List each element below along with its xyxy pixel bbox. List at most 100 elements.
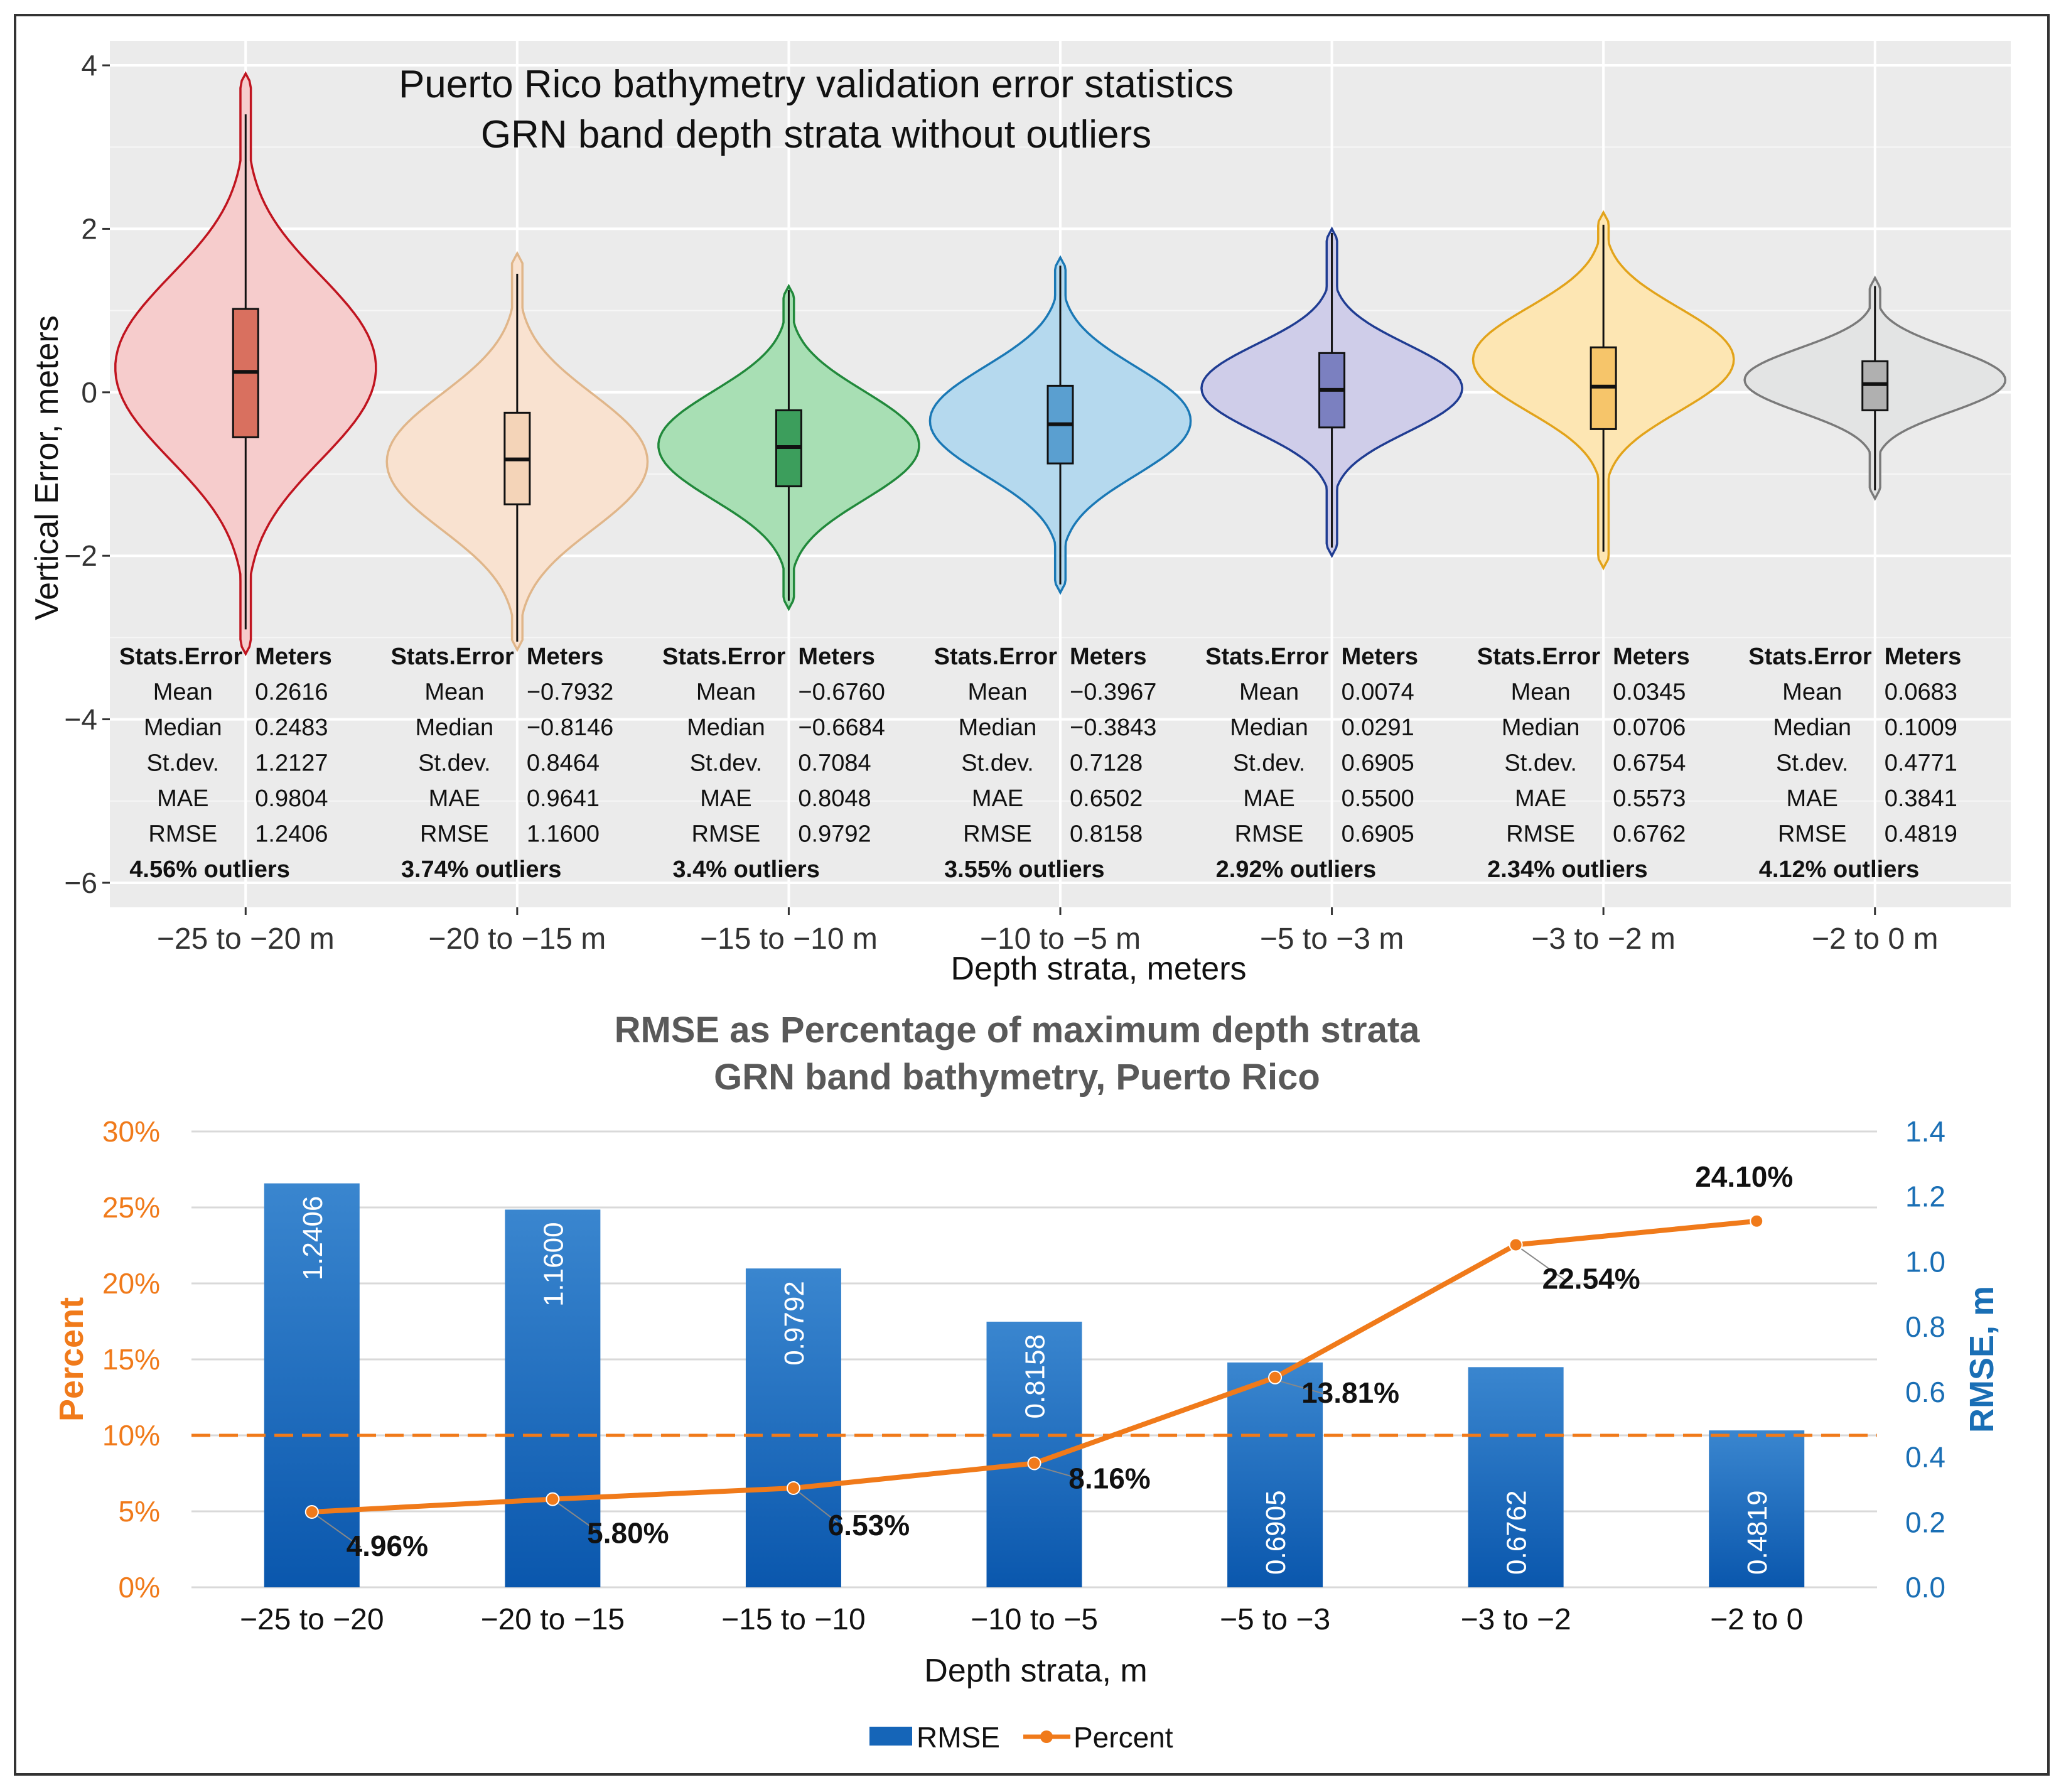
right-tick-label: 0.0 [1905, 1571, 1945, 1604]
stat-name: MAE [1515, 785, 1566, 812]
rmse-value-label: 1.1600 [538, 1222, 569, 1307]
outliers-label: 3.55% outliers [944, 856, 1105, 883]
stat-value: 0.6905 [1342, 750, 1414, 777]
rmse-value-label: 0.6762 [1502, 1490, 1532, 1575]
bar-x-tick-label: −3 to −2 [1461, 1603, 1571, 1636]
percent-point [1509, 1238, 1523, 1252]
stat-name: Median [144, 715, 222, 741]
stats-header-label: Meters [1342, 644, 1419, 670]
legend-label-rmse: RMSE [917, 1721, 1000, 1754]
stat-name: Mean [1239, 679, 1299, 706]
bar-title-line-1: RMSE as Percentage of maximum depth stra… [615, 1010, 1421, 1050]
y-axis-label: Vertical Error, meters [29, 315, 65, 620]
stats-table: Stats.Error Meters Mean 0.0345 Median 0.0706 S… [1477, 644, 1690, 883]
stat-name: St.dev. [690, 750, 762, 777]
stat-name: Mean [424, 679, 484, 706]
legend-marker-percent [1040, 1730, 1053, 1743]
stat-value: 0.8158 [1070, 821, 1143, 848]
violin-group [1200, 226, 1463, 558]
rmse-bar-group: 0.6762 [1468, 1367, 1564, 1587]
stat-value: 0.8048 [798, 785, 871, 812]
stats-header-label: Stats.Error [390, 644, 514, 670]
stat-value: 0.4819 [1885, 821, 1957, 848]
right-tick-label: 0.6 [1905, 1376, 1945, 1408]
stat-name: Mean [1782, 679, 1842, 706]
stat-value: 0.9804 [255, 785, 328, 812]
x-tick-label: −25 to −20 m [157, 922, 335, 956]
percent-value-label: 24.10% [1695, 1160, 1793, 1193]
legend: RMSE Percent [869, 1721, 1173, 1754]
x-tick-label: −10 to −5 m [980, 922, 1141, 956]
stats-header-label: Stats.Error [1205, 644, 1329, 670]
x-tick-label: −15 to −10 m [700, 922, 878, 956]
stat-name: MAE [1787, 785, 1838, 812]
stat-value: 0.6762 [1613, 821, 1686, 848]
right-tick-label: 0.2 [1905, 1506, 1945, 1538]
stat-value: 0.4771 [1885, 750, 1957, 777]
leader-line [1279, 1380, 1325, 1395]
bar-title-line-2: GRN band bathymetry, Puerto Rico [714, 1057, 1320, 1098]
rmse-value-label: 1.2406 [298, 1196, 328, 1281]
rmse-bar [264, 1183, 360, 1587]
violin-title-line-2: GRN band depth strata without outliers [481, 113, 1151, 156]
stat-name: Mean [967, 679, 1027, 706]
outliers-label: 2.34% outliers [1487, 856, 1648, 883]
stats-table: Stats.Error Meters Mean 0.0074 Median 0.0291 S… [1205, 644, 1418, 883]
stat-value: 0.7084 [798, 750, 871, 777]
stat-name: Median [1502, 715, 1580, 741]
stat-name: Mean [696, 679, 756, 706]
bar-x-tick-label: −15 to −10 [721, 1603, 866, 1636]
stat-value: 0.0074 [1342, 679, 1414, 706]
y-tick-label: −2 [65, 539, 97, 572]
stats-table: Stats.Error Meters Mean 0.0683 Median 0.1009 S… [1748, 644, 1961, 883]
y-tick-label: 0 [81, 376, 97, 409]
percent-point-group: 8.16% [1027, 1456, 1151, 1495]
stat-value: −0.8146 [527, 715, 613, 741]
stat-name: MAE [157, 785, 208, 812]
stat-value: −0.6760 [798, 679, 885, 706]
left-tick-label: 30% [102, 1115, 160, 1148]
stats-table: Stats.Error Meters Mean −0.3967 Median −0.384… [934, 644, 1157, 883]
x-tick-label: −5 to −3 m [1260, 922, 1404, 956]
stat-name: St.dev. [147, 750, 219, 777]
outliers-label: 4.12% outliers [1759, 856, 1920, 883]
legend-label-percent: Percent [1073, 1721, 1173, 1754]
stat-name: MAE [700, 785, 751, 812]
stat-value: −0.3967 [1070, 679, 1156, 706]
stat-value: 0.6502 [1070, 785, 1143, 812]
violin-group [928, 255, 1192, 595]
rmse-bar-group: 0.8158 [986, 1321, 1082, 1587]
percent-point-group: 13.81% [1268, 1370, 1399, 1409]
outliers-label: 4.56% outliers [129, 856, 290, 883]
right-tick-label: 1.0 [1905, 1245, 1945, 1278]
stat-name: Median [1773, 715, 1851, 741]
stat-value: −0.7932 [527, 679, 613, 706]
stat-name: Mean [1511, 679, 1571, 706]
percent-value-label: 6.53% [828, 1509, 910, 1541]
bar-x-axis-label: Depth strata, m [924, 1653, 1147, 1689]
stats-header-label: Stats.Error [662, 644, 786, 670]
percent-point [786, 1481, 800, 1495]
stat-name: St.dev. [418, 750, 490, 777]
percent-point-group: 24.10% [1695, 1160, 1793, 1228]
bar-x-tick-label: −2 to 0 [1710, 1603, 1803, 1636]
percent-point-group: 5.80% [546, 1492, 669, 1550]
stat-name: RMSE [1235, 821, 1304, 848]
rmse-value-label: 0.4819 [1742, 1490, 1773, 1575]
stat-name: MAE [429, 785, 480, 812]
stat-value: 0.9792 [798, 821, 871, 848]
violin-title-line-1: Puerto Rico bathymetry validation error … [399, 63, 1234, 106]
stat-value: −0.3843 [1070, 715, 1156, 741]
stats-header-label: Meters [1885, 644, 1962, 670]
percent-point [1027, 1456, 1041, 1471]
stat-name: RMSE [1778, 821, 1847, 848]
percent-point [1750, 1214, 1764, 1228]
bar-x-tick-label: −25 to −20 [240, 1603, 384, 1636]
left-tick-label: 25% [102, 1191, 160, 1224]
stat-value: 0.0291 [1342, 715, 1414, 741]
stat-value: 0.1009 [1885, 715, 1957, 741]
rmse-bar-group: 1.1600 [505, 1209, 601, 1587]
stats-header-label: Stats.Error [1748, 644, 1872, 670]
violin-group [114, 71, 377, 657]
rmse-bar [505, 1209, 601, 1587]
